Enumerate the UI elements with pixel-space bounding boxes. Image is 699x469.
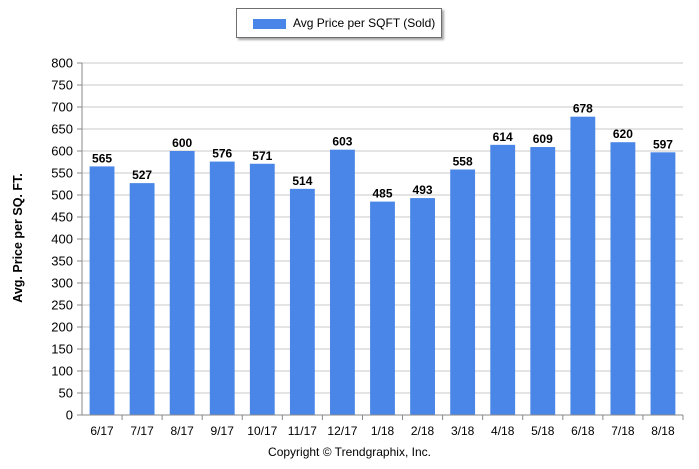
- x-tick-label: 6/18: [571, 424, 595, 438]
- data-label: 565: [92, 151, 112, 165]
- bar: [610, 142, 636, 415]
- y-tick-label: 400: [51, 232, 73, 247]
- bar: [129, 183, 155, 415]
- x-tick-label: 11/17: [288, 424, 317, 438]
- y-tick-label: 150: [51, 342, 73, 357]
- x-tick-label: 6/17: [90, 424, 114, 438]
- y-tick-label: 800: [51, 56, 73, 71]
- y-tick-label: 450: [51, 210, 73, 225]
- data-label: 678: [573, 102, 593, 116]
- data-label: 597: [653, 137, 673, 151]
- bar: [570, 116, 596, 416]
- axes: [81, 63, 683, 416]
- bars: [89, 116, 676, 416]
- bar: [490, 144, 516, 415]
- x-tick-label: 8/18: [651, 424, 675, 438]
- y-tick-label: 200: [51, 320, 73, 335]
- data-label: 485: [372, 187, 392, 201]
- legend-swatch: [253, 19, 286, 29]
- data-label: 609: [533, 132, 553, 146]
- data-label: 571: [252, 149, 272, 163]
- bar: [370, 201, 395, 415]
- bar: [289, 188, 315, 415]
- y-tick-label: 0: [66, 408, 73, 423]
- y-tick-label: 750: [51, 78, 73, 93]
- bar: [650, 152, 676, 415]
- y-tick-label: 50: [59, 386, 73, 401]
- y-tick-label: 500: [51, 188, 73, 203]
- y-tick-label: 650: [51, 122, 73, 137]
- x-tick-label: 3/18: [451, 424, 475, 438]
- bar: [450, 169, 476, 415]
- data-label: 614: [493, 130, 513, 144]
- x-tick-label: 9/17: [211, 424, 235, 438]
- x-tick-label: 10/17: [247, 424, 277, 438]
- x-tick-label: 5/18: [531, 424, 555, 438]
- y-axis-label: Avg. Price per SQ. FT.: [11, 173, 25, 303]
- y-tick-label: 600: [51, 144, 73, 159]
- bar: [209, 161, 235, 415]
- y-tick-label: 100: [51, 364, 73, 379]
- data-label: 514: [292, 174, 312, 188]
- x-tick-label: 2/18: [411, 424, 435, 438]
- data-label: 620: [613, 127, 633, 141]
- bar: [169, 151, 195, 415]
- bar: [530, 147, 556, 416]
- legend: Avg Price per SQFT (Sold): [236, 8, 442, 38]
- bar: [330, 149, 355, 415]
- y-tick-label: 700: [51, 100, 73, 115]
- bar: [249, 163, 275, 415]
- data-label: 600: [172, 136, 192, 150]
- y-tick-label: 300: [51, 276, 73, 291]
- y-tick-label: 350: [51, 254, 73, 269]
- legend-label: Avg Price per SQFT (Sold): [293, 16, 436, 30]
- x-tick-label: 1/18: [371, 424, 395, 438]
- x-axis-ticks: 6/17 7/17 8/17 9/17 10/17 11/17 12/17 1/18 2/18 3…: [90, 415, 684, 438]
- data-label: 603: [332, 135, 352, 149]
- bar: [410, 198, 435, 415]
- data-label: 576: [212, 147, 232, 161]
- x-tick-label: 8/17: [170, 424, 194, 438]
- x-tick-label: 4/18: [491, 424, 515, 438]
- data-labels: 565 527 600 576 571 514 603 485 493 558 614 609 678 6…: [92, 102, 673, 201]
- x-tick-label: 12/17: [327, 424, 357, 438]
- y-tick-label: 550: [51, 166, 73, 181]
- x-tick-label: 7/18: [611, 424, 635, 438]
- y-axis-ticks: 0 50 100 150 200 250 300 350 400 450 500 550 600 650 7…: [51, 56, 82, 423]
- y-tick-label: 250: [51, 298, 73, 313]
- copyright-text: Copyright © Trendgraphix, Inc.: [268, 445, 431, 459]
- bar: [89, 166, 115, 415]
- data-label: 493: [413, 183, 433, 197]
- data-label: 558: [453, 154, 473, 168]
- x-tick-label: 7/17: [130, 424, 154, 438]
- data-label: 527: [132, 168, 152, 182]
